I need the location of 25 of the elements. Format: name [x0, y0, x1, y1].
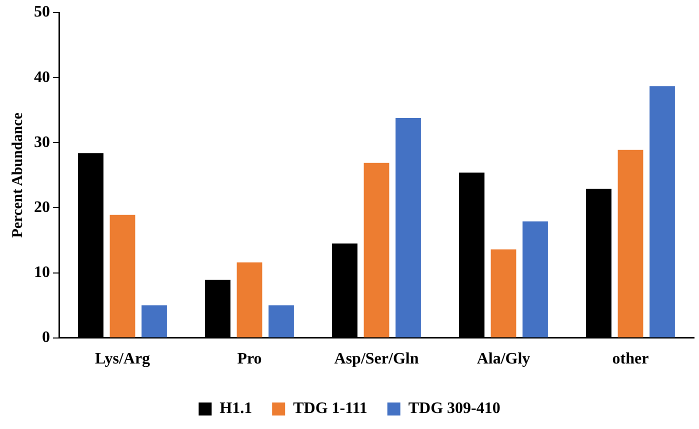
y-axis-title: Percent Abundance — [10, 112, 26, 238]
x-tick-label: Lys/Arg — [94, 350, 150, 368]
y-tick-label: 40 — [34, 68, 50, 86]
x-tick-label: Pro — [237, 350, 262, 368]
y-tick-label: 10 — [34, 264, 50, 281]
legend-label: H1.1 — [220, 400, 252, 418]
bar — [618, 150, 644, 338]
bar — [490, 249, 516, 338]
bar — [396, 118, 421, 338]
bar — [268, 305, 294, 338]
bar — [110, 214, 136, 338]
y-tick-label: 30 — [34, 134, 50, 151]
bar — [364, 162, 390, 338]
x-tick-label: Ala/Gly — [476, 350, 530, 368]
legend-label: TDG 309-410 — [408, 400, 500, 418]
bar — [650, 86, 675, 338]
bar — [522, 221, 548, 338]
bar — [236, 262, 262, 338]
x-tick-label: other — [612, 350, 649, 368]
y-tick-label: 20 — [34, 198, 50, 216]
x-tick-label: Asp/Ser/Gln — [334, 350, 419, 368]
y-tick-label: 50 — [34, 4, 50, 21]
legend-label: TDG 1-111 — [293, 400, 368, 418]
y-tick-label: 0 — [42, 328, 50, 346]
bar — [142, 305, 167, 338]
